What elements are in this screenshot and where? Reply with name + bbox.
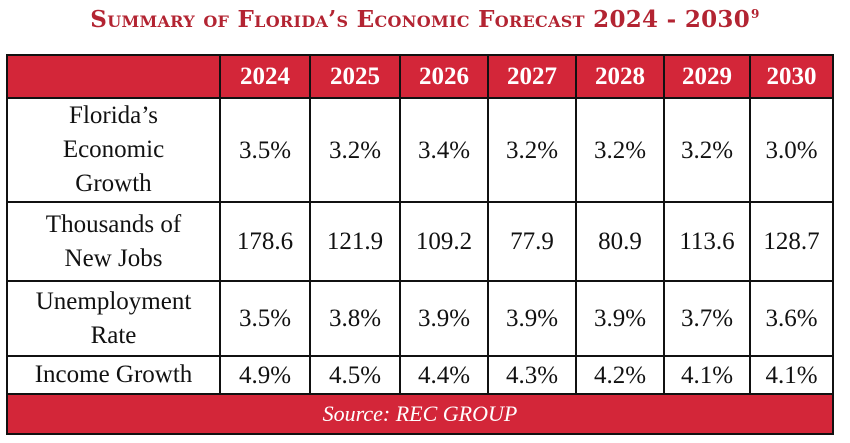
table-cell: 4.1%: [749, 355, 834, 395]
row-label: Florida’s Economic Growth: [6, 97, 221, 203]
row-label-line: Florida’s: [69, 102, 158, 129]
row-label: Income Growth: [6, 355, 221, 395]
header-cell-2027: 2027: [487, 54, 577, 99]
table-cell: 3.5%: [219, 97, 311, 203]
table-cell: 80.9: [575, 201, 665, 282]
table-cell: 4.2%: [575, 355, 665, 395]
header-cell-2028: 2028: [575, 54, 665, 99]
row-label-line: Unemployment: [35, 287, 192, 315]
table-cell: 4.5%: [309, 355, 401, 395]
title-text: Summary of Florida’s Economic Forecast 2…: [90, 6, 751, 33]
row-label: Thousands of New Jobs: [6, 201, 221, 282]
source-row: Source: REC GROUP: [6, 393, 834, 435]
table-cell: 3.9%: [399, 280, 489, 357]
table-cell: 3.2%: [487, 97, 577, 203]
forecast-table: 2024 2025 2026 2027 2028 2029 2030 Flori…: [6, 54, 834, 435]
table-title: Summary of Florida’s Economic Forecast 2…: [0, 6, 850, 33]
table-cell: 3.6%: [749, 280, 834, 357]
table-cell: 3.9%: [575, 280, 665, 357]
row-label-line: Growth: [75, 170, 152, 197]
header-cell-2026: 2026: [399, 54, 489, 99]
table-cell: 178.6: [219, 201, 311, 282]
header-cell-2025: 2025: [309, 54, 401, 99]
header-cell-2029: 2029: [663, 54, 751, 99]
row-label: Unemployment Rate: [6, 280, 221, 357]
header-cell-2024: 2024: [219, 54, 311, 99]
table-cell: 121.9: [309, 201, 401, 282]
table-cell: 3.2%: [663, 97, 751, 203]
table-row-income-growth: Income Growth 4.9% 4.5% 4.4% 4.3% 4.2% 4…: [6, 355, 834, 395]
table-cell: 4.4%: [399, 355, 489, 395]
table-row-unemployment: Unemployment Rate 3.5% 3.8% 3.9% 3.9% 3.9…: [6, 280, 834, 357]
row-label-line: Economic: [62, 136, 165, 163]
row-label-line: Thousands of: [45, 210, 182, 238]
header-cell-2030: 2030: [749, 54, 834, 99]
table-cell: 109.2: [399, 201, 489, 282]
table-cell: 3.0%: [749, 97, 834, 203]
table-cell: 113.6: [663, 201, 751, 282]
row-label-line: Rate: [90, 321, 137, 349]
header-row: 2024 2025 2026 2027 2028 2029 2030: [6, 54, 834, 99]
table-cell: 128.7: [749, 201, 834, 282]
header-cell-0: [6, 54, 221, 99]
table-cell: 3.2%: [309, 97, 401, 203]
table-cell: 3.8%: [309, 280, 401, 357]
table-cell: 3.9%: [487, 280, 577, 357]
table-cell: 77.9: [487, 201, 577, 282]
table-cell: 3.2%: [575, 97, 665, 203]
row-label-line: Income Growth: [34, 361, 193, 388]
table-row-economic-growth: Florida’s Economic Growth 3.5% 3.2% 3.4% 3…: [6, 97, 834, 203]
table-cell: 3.4%: [399, 97, 489, 203]
table-cell: 4.1%: [663, 355, 751, 395]
table-row-new-jobs: Thousands of New Jobs 178.6 121.9 109.2 7…: [6, 201, 834, 282]
table-cell: 4.3%: [487, 355, 577, 395]
table-cell: 3.5%: [219, 280, 311, 357]
table-cell: 4.9%: [219, 355, 311, 395]
title-footnote: 9: [751, 7, 760, 21]
table-cell: 3.7%: [663, 280, 751, 357]
row-label-line: New Jobs: [64, 244, 163, 272]
source-note: Source: REC GROUP: [6, 393, 834, 435]
